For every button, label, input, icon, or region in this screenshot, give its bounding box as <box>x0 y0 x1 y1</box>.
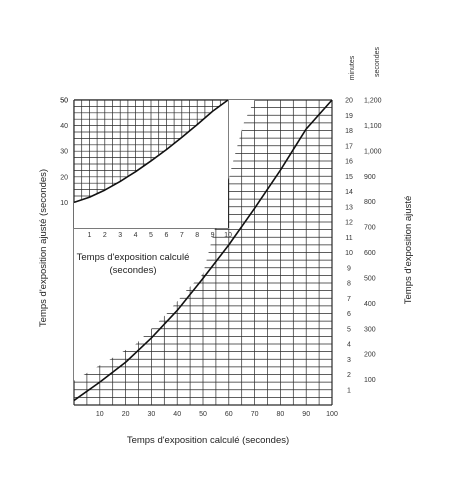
y-tick-label-minutes: 17 <box>345 143 353 150</box>
inset-x-axis-label-line1: Temps d'exposition calculé <box>77 252 190 263</box>
main-curve <box>73 99 333 402</box>
inset-x-tick-label: 2 <box>103 232 107 239</box>
y-tick-label-minutes: 6 <box>347 311 351 318</box>
x-tick-label: 10 <box>96 411 104 418</box>
y-tick-label-seconds: 400 <box>364 301 376 308</box>
y-tick-label-minutes: 2 <box>347 372 351 379</box>
x-tick-label: 50 <box>199 411 207 418</box>
inset-curve-group <box>73 99 229 204</box>
y-tick-label-minutes: 18 <box>345 128 353 135</box>
y-axis-label-right: Temps d'exposition ajusté <box>403 196 414 305</box>
inset-curve <box>73 99 229 204</box>
x-tick-label: 40 <box>173 411 181 418</box>
x-tick-label: 100 <box>326 411 338 418</box>
x-tick-label: 80 <box>277 411 285 418</box>
inset-x-tick-label: 3 <box>118 232 122 239</box>
inset-y-tick-label: 50 <box>60 98 68 105</box>
y-tick-label-seconds: 900 <box>364 174 376 181</box>
inset-x-tick-label: 10 <box>224 232 232 239</box>
y-tick-label-minutes: 5 <box>347 326 351 333</box>
inset-x-tick-label: 4 <box>134 232 138 239</box>
inset-y-tick-label: 40 <box>60 123 68 130</box>
y-tick-label-minutes: 9 <box>347 265 351 272</box>
y-tick-label-minutes: 19 <box>345 113 353 120</box>
y-tick-label-seconds: 1,200 <box>364 98 382 105</box>
y-tick-label-seconds: 500 <box>364 275 376 282</box>
y-tick-label-minutes: 11 <box>345 235 352 242</box>
right-unit-seconds: secondes <box>374 47 381 77</box>
y-tick-label-seconds: 1,100 <box>364 123 382 130</box>
x-tick-label: 20 <box>122 411 130 418</box>
tick-labels: 10 20 30 40 50 60 70 80 90 1001234567891011121314… <box>60 98 381 419</box>
y-tick-label-seconds: 1,000 <box>364 148 382 155</box>
y-tick-label-minutes: 16 <box>345 159 353 166</box>
x-tick-label: 90 <box>302 411 310 418</box>
x-tick-label: 60 <box>225 411 233 418</box>
x-tick-label: 30 <box>148 411 156 418</box>
inset-x-tick-label: 9 <box>211 232 215 239</box>
inset-y-tick-label: 20 <box>60 174 68 181</box>
right-unit-minutes: minutes <box>349 55 356 80</box>
y-tick-label-seconds: 100 <box>364 377 376 384</box>
inset-x-tick-label: 6 <box>164 232 168 239</box>
y-tick-label-seconds: 600 <box>364 250 376 257</box>
y-tick-label-minutes: 7 <box>347 296 351 303</box>
inset-x-axis-label-line2: (secondes) <box>110 265 157 276</box>
y-tick-label-minutes: 12 <box>345 220 353 227</box>
inset-y-tick-label: 30 <box>60 149 68 156</box>
y-tick-label-minutes: 20 <box>345 98 353 105</box>
inset-x-tick-label: 1 <box>87 232 91 239</box>
x-tick-label: 70 <box>251 411 259 418</box>
inset-y-tick-label: 10 <box>60 200 68 207</box>
y-axis-label-left: Temps d'exposition ajusté (secondes) <box>38 169 49 327</box>
y-tick-label-minutes: 13 <box>345 204 353 211</box>
y-tick-label-minutes: 14 <box>345 189 353 196</box>
main-curve-group <box>73 99 333 402</box>
y-tick-label-minutes: 15 <box>345 174 353 181</box>
y-tick-label-minutes: 10 <box>345 250 353 257</box>
inset-y-tick-label-top: 50 <box>60 98 68 105</box>
y-tick-label-seconds: 300 <box>364 326 376 333</box>
inset-grid <box>73 99 229 229</box>
y-tick-label-minutes: 1 <box>347 387 351 394</box>
y-tick-label-minutes: 8 <box>347 281 351 288</box>
y-tick-label-seconds: 700 <box>364 225 376 232</box>
y-tick-label-seconds: 800 <box>364 199 376 206</box>
inset-x-tick-label: 8 <box>195 232 199 239</box>
y-tick-label-seconds: 200 <box>364 352 376 359</box>
y-tick-label-minutes: 3 <box>347 357 351 364</box>
inset-x-tick-label: 7 <box>180 232 184 239</box>
x-axis-label: Temps d'exposition calculé (secondes) <box>127 435 289 446</box>
y-tick-label-minutes: 4 <box>347 342 351 349</box>
inset-x-tick-label: 5 <box>149 232 153 239</box>
